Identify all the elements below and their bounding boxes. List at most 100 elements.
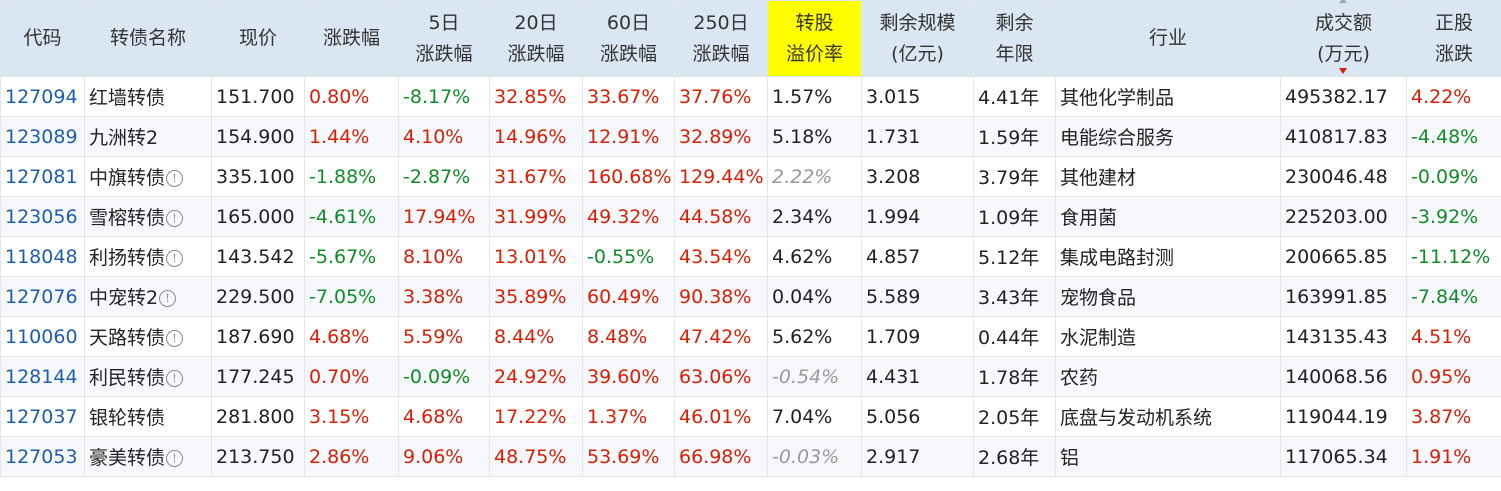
scale-cell: 3.208	[861, 156, 974, 197]
chg250-cell: 129.44%	[674, 156, 768, 197]
chg60-cell: 160.68%	[582, 156, 675, 197]
chg20-cell: 17.22%	[489, 396, 583, 437]
col-scale[interactable]: 剩余规模 (亿元)	[861, 0, 974, 77]
col-chg60[interactable]: 60日 涨跌幅	[582, 0, 675, 77]
bond-name[interactable]: 中旗转债!	[84, 156, 212, 197]
bond-name[interactable]: 豪美转债!	[84, 436, 212, 477]
bond-code-link[interactable]: 118048	[0, 236, 85, 277]
bond-table: 代码 转债名称 现价 涨跌幅 5日 涨跌幅 20日 涨跌幅 60日 涨跌幅 250日涨…	[0, 0, 1501, 477]
bond-name[interactable]: 九洲转2	[84, 116, 212, 157]
volume-cell: 163991.85	[1280, 276, 1407, 317]
chg20-cell: 13.01%	[489, 236, 583, 277]
info-circle-icon[interactable]: !	[159, 290, 177, 307]
col-change[interactable]: 涨跌幅	[304, 0, 399, 77]
table-row[interactable]: 110060 天路转债! 187.690 4.68% 5.59% 8.44% 8.48% 47…	[0, 316, 1501, 357]
volume-cell: 143135.43	[1280, 316, 1407, 357]
col-code[interactable]: 代码	[0, 0, 85, 77]
change-cell: -7.05%	[304, 276, 399, 317]
col-chg20-label-1: 20日	[514, 11, 558, 34]
bond-name-label: 利民转债	[89, 367, 166, 389]
price-cell: 281.800	[211, 396, 305, 437]
chg60-cell: 49.32%	[582, 196, 675, 237]
bond-name-label: 中宠转2	[89, 287, 159, 309]
chg20-cell: 35.89%	[489, 276, 583, 317]
table-row[interactable]: 123056 雪榕转债! 165.000 -4.61% 17.94% 31.99% 49.3…	[0, 196, 1501, 237]
bond-code-link[interactable]: 127037	[0, 396, 85, 437]
col-industry-label: 行业	[1148, 27, 1187, 49]
years-cell: 1.59年	[973, 116, 1056, 157]
scale-cell: 1.994	[861, 196, 974, 237]
premium-cell: 5.62%	[767, 316, 862, 357]
bond-name[interactable]: 银轮转债	[84, 396, 212, 437]
col-price[interactable]: 现价	[211, 0, 305, 77]
col-premium[interactable]: 转股 溢价率	[767, 0, 862, 77]
table-row[interactable]: 118048 利扬转债! 143.542 -5.67% 8.10% 13.01% -0.55…	[0, 236, 1501, 277]
col-years[interactable]: 剩余 年限	[973, 0, 1056, 77]
chg5-cell: 4.68%	[398, 396, 490, 437]
change-cell: -1.88%	[304, 156, 399, 197]
sort-desc-icon[interactable]: 成交额 (万元)	[1315, 0, 1372, 74]
table-row[interactable]: 127081 中旗转债! 335.100 -1.88% -2.87% 31.67% 160.…	[0, 156, 1501, 197]
info-circle-icon[interactable]: !	[166, 170, 184, 187]
table-row[interactable]: 127076 中宠转2! 229.500 -7.05% 3.38% 35.89% 60.49…	[0, 276, 1501, 317]
bond-code-link[interactable]: 127076	[0, 276, 85, 317]
info-circle-icon[interactable]: !	[166, 370, 184, 387]
bond-code-link[interactable]: 127094	[0, 76, 85, 117]
chg60-cell: -0.55%	[582, 236, 675, 277]
bond-code-link[interactable]: 123056	[0, 196, 85, 237]
chg250-cell: 32.89%	[674, 116, 768, 157]
change-cell: 1.44%	[304, 116, 399, 157]
industry-cell: 电能综合服务	[1055, 116, 1281, 157]
col-price-label: 现价	[238, 27, 277, 49]
volume-cell: 495382.17	[1280, 76, 1407, 117]
info-circle-icon[interactable]: !	[166, 330, 184, 347]
bond-name-label: 九洲转2	[89, 127, 159, 149]
table-row[interactable]: 127053 豪美转债! 213.750 2.86% 9.06% 48.75% 53.69%…	[0, 436, 1501, 477]
col-chg20[interactable]: 20日涨跌幅	[489, 0, 583, 77]
info-circle-icon[interactable]: !	[166, 250, 184, 267]
table-row[interactable]: 127037 银轮转债 281.800 3.15% 4.68% 17.22% 1.37% 46…	[0, 396, 1501, 437]
years-cell: 0.44年	[973, 316, 1056, 357]
scale-cell: 4.857	[861, 236, 974, 277]
stock-change-cell: 3.87%	[1406, 396, 1501, 437]
col-chg60-label-1: 60日	[606, 11, 651, 34]
bond-name[interactable]: 中宠转2!	[84, 276, 212, 317]
col-chg5[interactable]: 5日 涨跌幅	[398, 0, 490, 77]
bond-name[interactable]: 天路转债!	[84, 316, 212, 357]
col-volume[interactable]: 成交额 (万元)	[1280, 0, 1407, 77]
col-industry[interactable]: 行业	[1055, 0, 1281, 77]
bond-name-label: 利扬转债	[89, 247, 166, 269]
scale-cell: 5.589	[861, 276, 974, 317]
col-stock[interactable]: 正股 涨跌	[1406, 0, 1501, 77]
bond-code-link[interactable]: 127081	[0, 156, 85, 197]
col-chg250[interactable]: 250日 涨跌幅	[674, 0, 768, 77]
bond-name[interactable]: 利民转债!	[84, 356, 212, 397]
col-chg20-label-2: 涨跌幅	[507, 42, 565, 65]
bond-code-link[interactable]: 110060	[0, 316, 85, 357]
stock-change-cell: 0.95%	[1406, 356, 1501, 397]
info-circle-icon[interactable]: !	[166, 450, 184, 467]
bond-name-label: 雪榕转债	[89, 207, 166, 229]
bond-name[interactable]: 雪榕转债!	[84, 196, 212, 237]
table-row[interactable]: 128144 利民转债! 177.245 0.70% -0.09% 24.92% 39.60…	[0, 356, 1501, 397]
volume-cell: 230046.48	[1280, 156, 1407, 197]
change-cell: 3.15%	[304, 396, 399, 437]
bond-code-link[interactable]: 123089	[0, 116, 85, 157]
bond-name[interactable]: 红墙转债	[84, 76, 212, 117]
price-cell: 143.542	[211, 236, 305, 277]
chg60-cell: 8.48%	[582, 316, 675, 357]
info-circle-icon[interactable]: !	[166, 210, 184, 227]
chg60-cell: 1.37%	[582, 396, 675, 437]
table-row[interactable]: 127094 红墙转债 151.700 0.80% -8.17% 32.85% 33.67%…	[0, 76, 1501, 117]
table-row[interactable]: 123089 九洲转2 154.900 1.44% 4.10% 14.96% 12.91% 3…	[0, 116, 1501, 157]
col-name[interactable]: 转债名称	[84, 0, 212, 77]
col-stock-label-2: 涨跌	[1434, 42, 1473, 65]
bond-name[interactable]: 利扬转债!	[84, 236, 212, 277]
bond-code-link[interactable]: 127053	[0, 436, 85, 477]
chg20-cell: 31.67%	[489, 156, 583, 197]
bond-code-link[interactable]: 128144	[0, 356, 85, 397]
premium-cell: 2.22%	[767, 156, 862, 197]
chg20-cell: 32.85%	[489, 76, 583, 117]
bond-name-label: 银轮转债	[89, 407, 166, 429]
scale-cell: 1.731	[861, 116, 974, 157]
